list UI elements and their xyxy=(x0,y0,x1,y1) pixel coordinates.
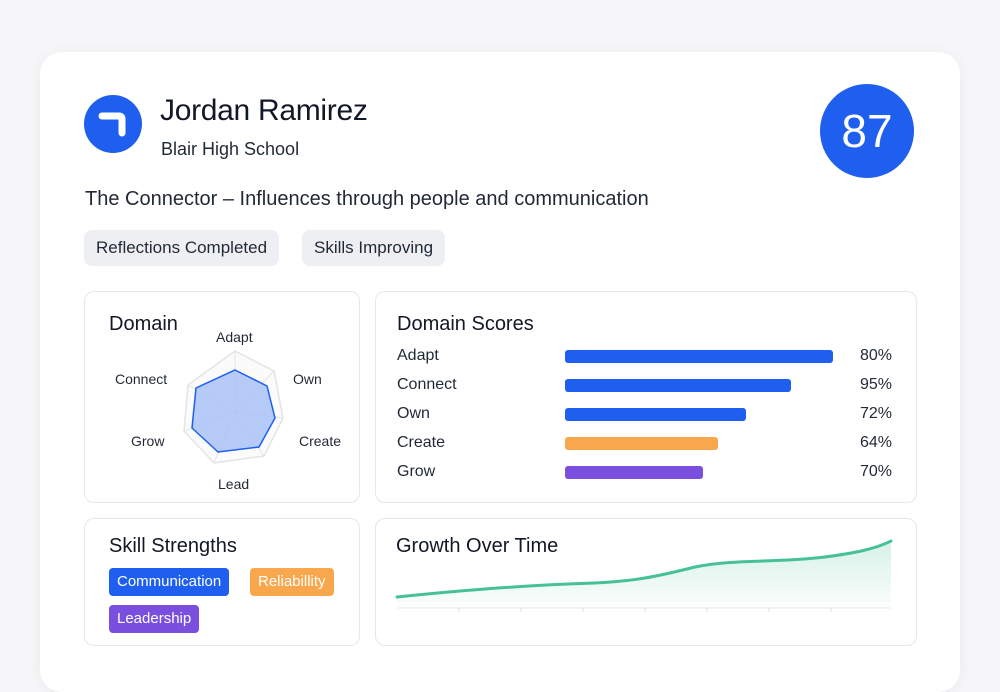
score-bar-connect xyxy=(565,379,791,392)
growth-area xyxy=(397,541,891,608)
radar-score-area xyxy=(191,369,276,453)
score-label-connect: Connect xyxy=(397,376,457,393)
score-label-grow: Grow xyxy=(397,463,436,480)
bracket-logo-icon xyxy=(84,95,142,153)
student-name: Jordan Ramirez xyxy=(160,94,368,127)
chip-reliability[interactable]: Reliabillity xyxy=(250,568,334,596)
score-value-own: 72% xyxy=(859,405,892,422)
score-bar-adapt xyxy=(565,350,833,363)
chip-communication[interactable]: Communication xyxy=(109,568,230,596)
growth-line-chart xyxy=(395,539,893,612)
tag-skills-improving[interactable]: Skills Improving xyxy=(302,230,446,266)
score-value-adapt: 80% xyxy=(859,347,892,364)
score-label-create: Create xyxy=(397,434,446,451)
score-value-grow: 70% xyxy=(859,463,892,480)
school-name: Blair High School xyxy=(161,139,300,159)
overall-score-badge: 87 xyxy=(820,84,914,178)
radar-label-grow: Grow xyxy=(131,433,165,449)
score-bar-grow xyxy=(565,466,703,479)
radar-label-adapt: Adapt xyxy=(216,329,253,345)
growth-title: Growth Over Time xyxy=(396,535,559,557)
growth-line xyxy=(395,539,893,599)
tag-reflections-completed[interactable]: Reflections Completed xyxy=(84,230,280,266)
score-value-create: 64% xyxy=(859,434,892,451)
score-bar-own xyxy=(565,408,746,421)
growth-ticks xyxy=(458,608,832,612)
score-value-connect: 95% xyxy=(859,376,892,393)
radar-label-lead: Lead xyxy=(218,476,250,492)
score-label-own: Own xyxy=(397,405,430,422)
archetype-description: The Connector – Influences through peopl… xyxy=(85,188,649,210)
domain-panel-title: Domain xyxy=(109,313,178,335)
radar-label-create: Create xyxy=(299,433,342,449)
domain-scores-title: Domain Scores xyxy=(397,313,534,335)
radar-label-connect: Connect xyxy=(115,371,168,387)
score-bar-create xyxy=(565,437,718,450)
score-label-adapt: Adapt xyxy=(397,347,439,364)
skill-strengths-title: Skill Strengths xyxy=(109,535,237,557)
radar-label-own: Own xyxy=(293,371,322,387)
chip-leadership[interactable]: Leadership xyxy=(109,605,200,633)
domain-radar-chart xyxy=(183,350,284,464)
